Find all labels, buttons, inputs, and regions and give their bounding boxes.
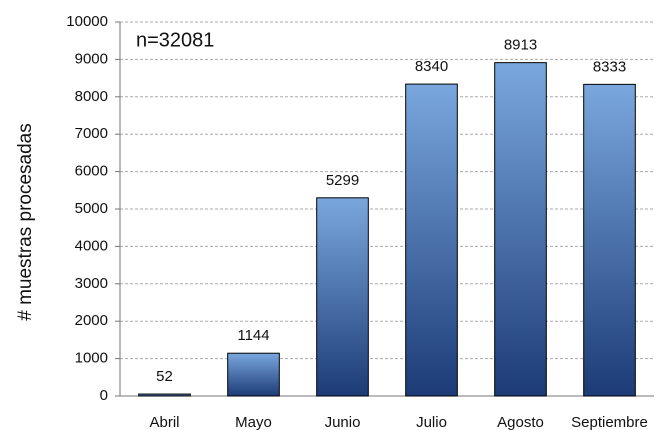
y-tick-label: 3000 (75, 275, 108, 292)
bar (138, 393, 191, 397)
y-tick-label: 7000 (75, 125, 108, 142)
y-axis-label: # muestras procesadas (15, 123, 36, 321)
bar (227, 352, 280, 397)
x-tick-label: Agosto (497, 414, 544, 430)
bar (405, 83, 458, 397)
x-tick-label: Mayo (235, 414, 272, 430)
annotation: n=32081 (136, 29, 214, 51)
value-label: 1144 (237, 327, 269, 344)
y-tick-label: 1000 (75, 350, 108, 367)
y-tick-label: 5000 (75, 200, 108, 217)
x-tick-label: Julio (416, 414, 447, 430)
x-tick-label: Abril (149, 414, 179, 430)
bar (583, 83, 636, 397)
value-label: 52 (156, 368, 173, 385)
value-label: 8340 (415, 58, 448, 75)
y-tick-label: 4000 (75, 237, 108, 254)
y-tick-label: 6000 (75, 163, 108, 180)
x-tick-label: Junio (325, 414, 361, 430)
y-tick-label: 0 (100, 387, 108, 404)
y-tick-label: 8000 (75, 88, 108, 105)
y-tick-label: 2000 (75, 312, 108, 329)
x-tick-label: Septiembre (571, 414, 648, 430)
value-label: 5299 (326, 172, 359, 189)
value-label: 8333 (593, 58, 626, 75)
bar (316, 197, 369, 397)
y-tick-label: 9000 (75, 50, 108, 67)
bar (494, 62, 547, 397)
value-label: 8913 (504, 37, 537, 54)
y-tick-label: 10000 (66, 13, 108, 30)
